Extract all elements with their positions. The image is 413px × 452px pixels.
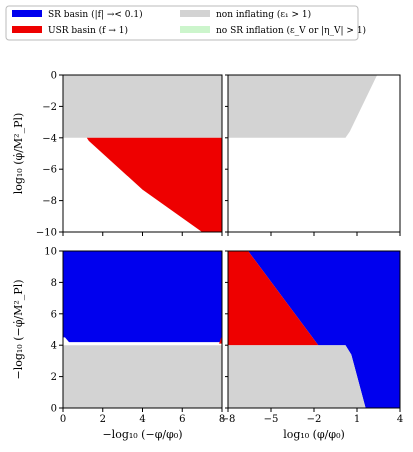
y-tick-label: −8 — [42, 196, 57, 207]
y-axis-label: −log₁₀ (−φ̇/M²_Pl) — [12, 279, 25, 379]
panel-top-left: 0 −2 −4 −6 −8 −10 — [36, 71, 223, 239]
panel-top-right — [225, 74, 401, 236]
legend-swatch-sr — [12, 10, 42, 17]
legend-swatch-usr — [12, 26, 42, 33]
legend-swatch-nosr — [180, 26, 210, 33]
x-tick-label: 4 — [397, 414, 403, 425]
y-axis-label: log₁₀ (φ̇/M²_Pl) — [12, 113, 25, 195]
legend: SR basin (|f| →< 0.1) USR basin (f → 1) no… — [5, 5, 366, 41]
x-tick-label: 2 — [100, 414, 106, 425]
x-tick-label: 4 — [139, 414, 145, 425]
region-noninf — [228, 345, 366, 408]
x-tick-label: 8 — [219, 414, 225, 425]
x-tick-label: −8 — [221, 414, 236, 425]
y-tick-label: 6 — [51, 309, 57, 320]
x-tick-label: 0 — [60, 414, 66, 425]
x-tick-label: −5 — [264, 414, 279, 425]
legend-label-noninf: non inflating (ε₁ > 1) — [216, 9, 311, 20]
legend-label-sr: SR basin (|f| →< 0.1) — [48, 9, 143, 20]
region-sr — [248, 251, 400, 408]
region-noninf — [63, 75, 222, 138]
y-tick-label: −2 — [42, 102, 57, 113]
legend-label-usr: USR basin (f → 1) — [48, 25, 128, 36]
y-tick-label: 10 — [44, 247, 57, 258]
axis-labels: log₁₀ (φ̇/M²_Pl) −log₁₀ (−φ̇/M²_Pl) −log₁₀… — [12, 113, 345, 441]
region-usr — [86, 137, 222, 232]
y-tick-label: −6 — [42, 165, 57, 176]
y-tick-label: −10 — [36, 228, 57, 239]
panel-bottom-right: −8 −5 −2 1 4 — [221, 250, 403, 425]
legend-label-nosr: no SR inflation (ε_V or |η_V| > 1) — [216, 25, 366, 36]
x-tick-label: −2 — [307, 414, 322, 425]
x-tick-label: 6 — [179, 414, 185, 425]
x-axis-label: −log₁₀ (−φ/φ₀) — [102, 428, 182, 441]
y-tick-label: 2 — [51, 372, 57, 383]
x-axis-label: log₁₀ (φ/φ₀) — [283, 428, 345, 441]
x-tick-label: 1 — [354, 414, 360, 425]
region-usr — [219, 335, 222, 344]
y-tick-label: 0 — [51, 404, 57, 415]
y-tick-label: 4 — [51, 341, 57, 352]
region-noninf — [228, 75, 378, 138]
region-noninf — [63, 345, 222, 408]
legend-swatch-noninf — [180, 10, 210, 17]
y-tick-label: 0 — [51, 71, 57, 82]
panel-bottom-left: 0 2 4 6 8 10 0 2 4 6 8 — [44, 247, 225, 426]
y-tick-label: 8 — [51, 278, 57, 289]
y-tick-label: −4 — [42, 133, 57, 144]
legend-frame — [5, 5, 359, 41]
region-sr — [63, 251, 222, 343]
region-usr — [228, 251, 319, 346]
